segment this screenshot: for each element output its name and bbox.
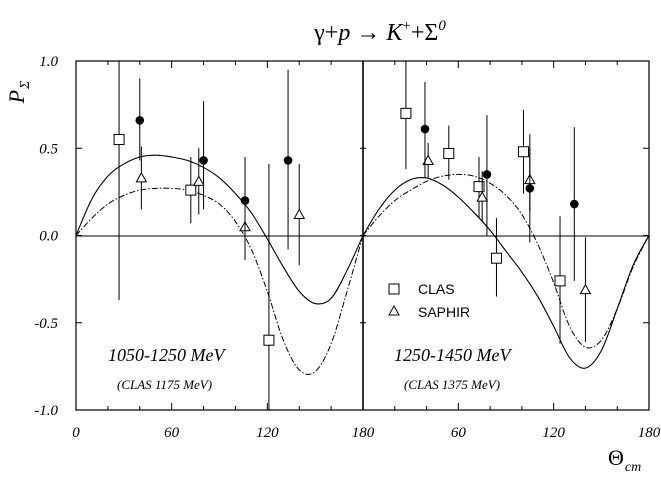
filled-point <box>525 184 535 193</box>
y-tick-label: 0.5 <box>39 141 58 157</box>
panel1-energy-label: 1050-1250 MeV <box>108 345 226 365</box>
y-tick-label: -1.0 <box>34 403 58 419</box>
saphir-point <box>579 283 592 295</box>
x-tick-label: 60 <box>164 425 180 441</box>
axis-ticks <box>75 60 650 411</box>
saphir-point <box>422 154 434 165</box>
panel2-note: (CLAS 1375 MeV) <box>404 377 500 392</box>
model-curve-solid <box>362 176 650 369</box>
clas-point <box>473 181 485 193</box>
x-tick-label: 180 <box>352 425 375 441</box>
model-curve-solid <box>75 154 364 305</box>
saphir-point <box>192 175 205 186</box>
y-tick-label: 0.0 <box>39 229 58 245</box>
filled-point <box>199 156 208 165</box>
clas-point <box>490 252 502 264</box>
clas-point <box>185 184 197 196</box>
x-axis-label: Θcm <box>608 445 641 475</box>
saphir-point <box>476 191 489 202</box>
theory-curves <box>75 154 650 375</box>
legend-clas-label: CLAS <box>418 281 455 297</box>
model-curve-dashdot <box>362 173 650 349</box>
saphir-point <box>135 171 148 183</box>
panel2-energy-label: 1250-1450 MeV <box>394 345 512 365</box>
y-tick-label: 1.0 <box>39 54 58 70</box>
y-axis-label: PΣ <box>4 80 33 104</box>
filled-point <box>240 196 250 205</box>
x-tick-label: 120 <box>542 425 565 441</box>
filled-point <box>570 199 579 209</box>
clas-point <box>443 147 455 159</box>
chart-title: γ+p → K++Σ0 <box>313 18 446 46</box>
filled-point <box>482 170 492 179</box>
clas-point <box>113 134 125 146</box>
x-tick-labels: 0 60 120 180 60 120 180 <box>72 425 661 441</box>
model-curve-dashdot <box>75 187 364 375</box>
clas-point <box>554 275 566 287</box>
x-tick-label: 0 <box>72 425 80 441</box>
legend: CLAS SAPHIR <box>388 281 470 320</box>
legend-clas-marker <box>388 283 400 295</box>
clas-point <box>400 107 412 119</box>
filled-point <box>420 124 430 134</box>
filled-point <box>135 116 145 125</box>
y-tick-labels: 1.0 0.5 0.0 -0.5 -1.0 <box>34 54 58 419</box>
legend-saphir-label: SAPHIR <box>418 304 470 320</box>
data-points <box>113 61 592 410</box>
clas-point <box>517 146 529 158</box>
panel1-note: (CLAS 1175 MeV) <box>117 377 212 392</box>
x-tick-label: 120 <box>256 425 279 441</box>
clas-point <box>263 334 275 346</box>
x-tick-label: 180 <box>638 425 661 441</box>
y-tick-label: -0.5 <box>34 316 58 332</box>
saphir-point <box>293 208 306 220</box>
x-tick-label: 60 <box>451 425 467 441</box>
legend-saphir-marker <box>388 304 400 316</box>
filled-point <box>283 156 293 165</box>
